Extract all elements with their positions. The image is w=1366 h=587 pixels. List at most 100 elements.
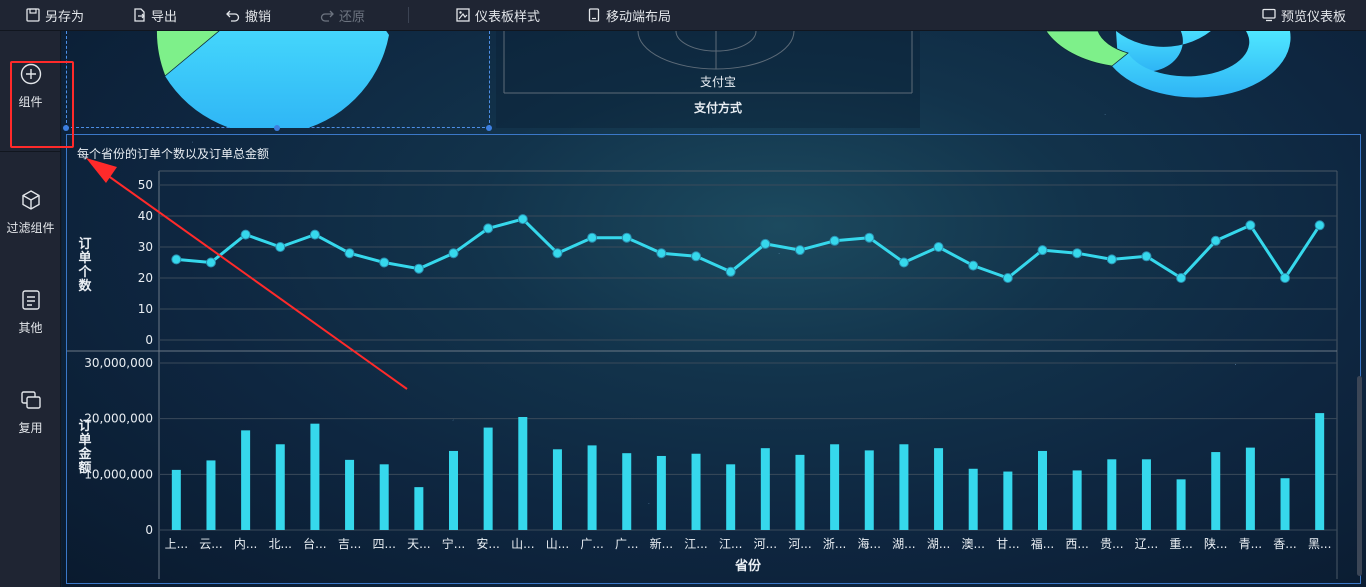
bar [864, 450, 874, 530]
resize-handle[interactable] [63, 125, 69, 131]
x-tick-label: 山... [546, 537, 569, 551]
bar-y-axis-title: 金 [77, 446, 92, 462]
x-tick-label: 云... [199, 537, 222, 551]
x-tick-label: 海... [858, 536, 881, 551]
undo-icon [226, 10, 240, 22]
save-icon [26, 8, 40, 22]
radar-chart-fragment: 支付宝 支付方式 [503, 31, 913, 115]
sidebar-divider [0, 151, 61, 152]
x-tick-label: 河... [754, 537, 777, 551]
donut-chart [1045, 31, 1291, 98]
line-point [760, 238, 771, 249]
export-label: 导出 [151, 9, 178, 25]
line-point [1037, 245, 1048, 256]
sidebar-item-reuse[interactable]: 复用 [0, 389, 61, 436]
line-point [1106, 254, 1117, 265]
line-point [379, 257, 390, 268]
pie-chart [156, 31, 389, 135]
bar [1107, 459, 1117, 530]
sidebar-item-label: 其他 [18, 321, 43, 335]
line-point [413, 263, 424, 274]
line-y-tick-label: 20 [138, 271, 153, 285]
resize-handle[interactable] [274, 125, 280, 131]
donut-chart-widget[interactable] [926, 31, 1362, 128]
stack-icon [20, 391, 41, 409]
line-point [171, 254, 182, 265]
vertical-scrollbar[interactable] [1357, 376, 1362, 576]
bar-y-tick-label: 20,000,000 [84, 412, 153, 426]
redo-icon [320, 10, 334, 22]
x-tick-label: 广... [615, 537, 638, 551]
pie-chart-widget[interactable] [66, 31, 490, 135]
sidebar-item-components[interactable]: 组件 [0, 63, 61, 110]
x-tick-label: 浙... [823, 537, 846, 551]
save-as-button[interactable]: 另存为 [26, 0, 84, 31]
undo-label: 撤销 [245, 9, 272, 25]
x-tick-label: 福... [1031, 536, 1054, 551]
top-toolbar: 另存为 导出 撤销 还原 仪表板样式 移动端布局 预览仪表板 [0, 0, 1366, 31]
line-point [725, 266, 736, 277]
bar-y-axis-title: 订 [78, 418, 91, 434]
x-tick-label: 澳... [961, 537, 984, 551]
undo-button[interactable]: 撤销 [226, 0, 271, 31]
category-label: 支付宝 [700, 75, 736, 89]
line-point [205, 257, 216, 268]
bar [275, 444, 285, 530]
preview-dashboard-label: 预览仪表板 [1281, 9, 1347, 25]
line-point [794, 245, 805, 256]
x-tick-label: 内... [234, 537, 257, 551]
combined-chart: 0 10 20 30 40 50 0 10,000,000 20,000,000 30,000,0… [67, 170, 1338, 579]
chart-title: 每个省份的订单个数以及订单总金额 [77, 147, 270, 161]
preview-dashboard-button[interactable]: 预览仪表板 [1262, 0, 1346, 31]
bar [1245, 447, 1255, 530]
x-tick-label: 青... [1239, 537, 1262, 551]
bar-y-axis-title: 额 [78, 460, 91, 476]
x-tick-label: 新... [650, 536, 673, 551]
x-tick-label: 湖... [927, 536, 950, 551]
bar [171, 469, 181, 530]
sidebar-item-label: 复用 [18, 421, 43, 435]
x-tick-label: 安... [476, 536, 499, 551]
line-y-tick-label: 10 [138, 302, 153, 316]
bar [968, 468, 978, 530]
x-tick-label: 山... [511, 537, 534, 551]
resize-handle[interactable] [486, 125, 492, 131]
x-tick-label: 吉... [338, 537, 361, 551]
pie-slice-green [156, 31, 220, 77]
line-point [829, 235, 840, 246]
orders-by-province-widget[interactable]: 每个省份的订单个数以及订单总金额 0 10 20 30 40 50 0 10,000,000 2… [66, 134, 1361, 584]
x-tick-label: 上... [165, 537, 188, 551]
sidebar-item-other[interactable]: 其他 [0, 289, 61, 336]
bar [552, 449, 562, 530]
dashboard-style-button[interactable]: 仪表板样式 [456, 0, 540, 31]
x-tick-label: 江... [684, 537, 707, 551]
line-point [656, 248, 667, 259]
x-tick-label: 陕... [1204, 536, 1227, 551]
bar [760, 448, 770, 530]
mobile-layout-label: 移动端布局 [606, 9, 672, 25]
line-y-tick-label: 30 [138, 240, 153, 254]
line-point [1280, 273, 1291, 283]
line-point [517, 214, 528, 225]
export-button[interactable]: 导出 [132, 0, 177, 31]
mobile-layout-button[interactable]: 移动端布局 [587, 0, 671, 31]
line-y-tick-label: 50 [138, 178, 153, 192]
bar [830, 444, 840, 530]
bar-y-axis-title: 单 [78, 432, 91, 448]
bar [449, 450, 458, 530]
bar-y-tick-label: 0 [145, 523, 153, 537]
bar [1003, 471, 1013, 530]
payment-method-widget[interactable]: 支付宝 支付方式 [496, 31, 920, 128]
bar [1315, 413, 1325, 530]
line-point [864, 232, 875, 243]
line-point [1210, 235, 1221, 246]
line-point [1141, 251, 1152, 262]
redo-button[interactable]: 还原 [320, 0, 365, 31]
bar [414, 487, 424, 530]
bar [1211, 452, 1221, 530]
sidebar-item-filter-components[interactable]: 过滤组件 [0, 189, 61, 236]
x-tick-label: 广... [580, 537, 603, 551]
line-point [1002, 273, 1013, 283]
line-point [240, 229, 251, 240]
x-tick-label: 宁... [442, 536, 465, 551]
